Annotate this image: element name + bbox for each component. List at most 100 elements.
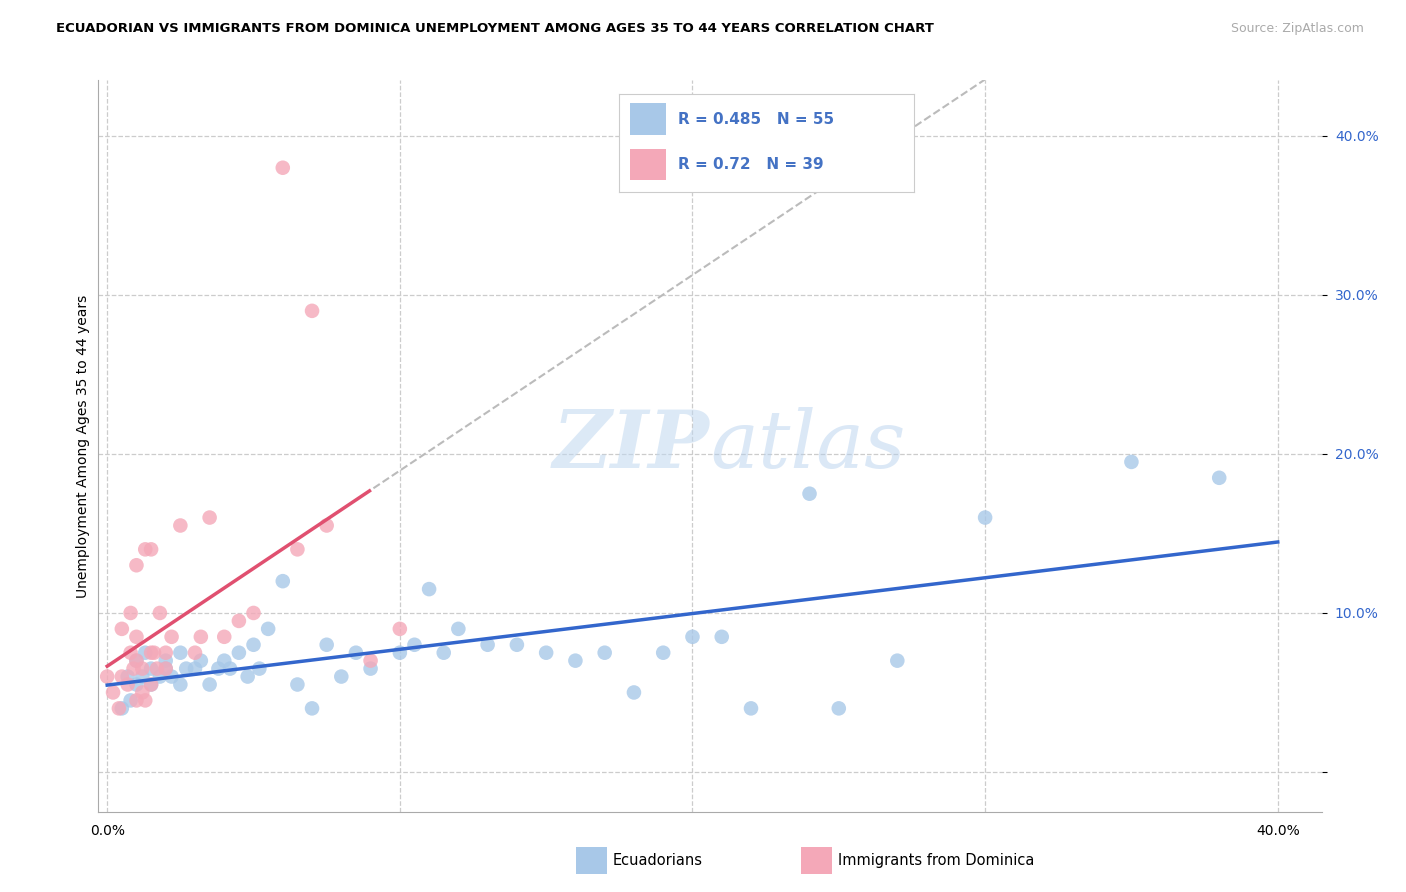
Point [139,542,162,557]
Point [506,638,529,652]
Point [155,662,177,676]
Point [315,518,337,533]
Text: ECUADORIAN VS IMMIGRANTS FROM DOMINICA UNEMPLOYMENT AMONG AGES 35 TO 44 YEARS CO: ECUADORIAN VS IMMIGRANTS FROM DOMINICA U… [56,22,934,36]
Point [146,662,169,676]
Point [125,654,148,668]
Point [247,662,270,676]
Point [710,630,733,644]
Point [169,518,191,533]
Text: R = 0.485   N = 55: R = 0.485 N = 55 [678,112,834,127]
Point [388,622,411,636]
Point [418,582,440,596]
Point [799,486,821,500]
Point [242,606,264,620]
Point [120,646,142,660]
Point [155,654,177,668]
Point [236,669,259,683]
Point [160,630,183,644]
Point [111,669,134,683]
Point [287,542,309,557]
Point [257,622,280,636]
Point [120,606,142,620]
Point [271,161,294,175]
Point [125,654,148,668]
Point [564,654,586,668]
Point [974,510,997,524]
Point [1121,455,1143,469]
Point [101,685,124,699]
Point [134,542,156,557]
Text: Ecuadorians: Ecuadorians [613,854,703,868]
Point [139,677,162,691]
Point [139,677,162,691]
Point [149,669,172,683]
Point [122,662,145,676]
Point [330,669,353,683]
Point [593,646,616,660]
Point [139,662,162,676]
Point [143,646,166,660]
Text: atlas: atlas [710,408,905,484]
Point [301,701,323,715]
Point [120,693,142,707]
Point [134,693,156,707]
Point [447,622,470,636]
Point [111,622,134,636]
Point [360,654,382,668]
Point [740,701,762,715]
Point [125,558,148,573]
Point [134,646,156,660]
Point [315,638,337,652]
Point [169,646,191,660]
Point [212,654,235,668]
Bar [630,103,666,135]
Text: R = 0.72   N = 39: R = 0.72 N = 39 [678,157,824,172]
Point [219,662,242,676]
Point [149,606,172,620]
Point [652,646,675,660]
Point [242,638,264,652]
Point [96,669,118,683]
Point [190,630,212,644]
Point [477,638,499,652]
Point [155,662,177,676]
Point [139,646,162,660]
Point [534,646,557,660]
Bar [630,149,666,180]
Point [1208,471,1230,485]
Point [174,662,197,676]
Point [131,685,153,699]
Point [228,646,250,660]
Text: Immigrants from Dominica: Immigrants from Dominica [838,854,1035,868]
Point [117,677,139,691]
Point [198,510,221,524]
Point [155,646,177,660]
Point [184,646,207,660]
Point [212,630,235,644]
Point [388,646,411,660]
Text: Source: ZipAtlas.com: Source: ZipAtlas.com [1230,22,1364,36]
Y-axis label: Unemployment Among Ages 35 to 44 years: Unemployment Among Ages 35 to 44 years [76,294,90,598]
Point [287,677,309,691]
Point [184,662,207,676]
Point [623,685,645,699]
Point [198,677,221,691]
Point [344,646,367,660]
Point [682,630,704,644]
Text: ZIP: ZIP [553,408,710,484]
Point [404,638,426,652]
Point [828,701,851,715]
Point [131,669,153,683]
Point [131,662,153,676]
Point [111,701,134,715]
Point [886,654,908,668]
Point [190,654,212,668]
Point [160,669,183,683]
Point [271,574,294,589]
Point [301,303,323,318]
Point [125,693,148,707]
Point [125,630,148,644]
Point [207,662,229,676]
Point [117,669,139,683]
Point [169,677,191,691]
